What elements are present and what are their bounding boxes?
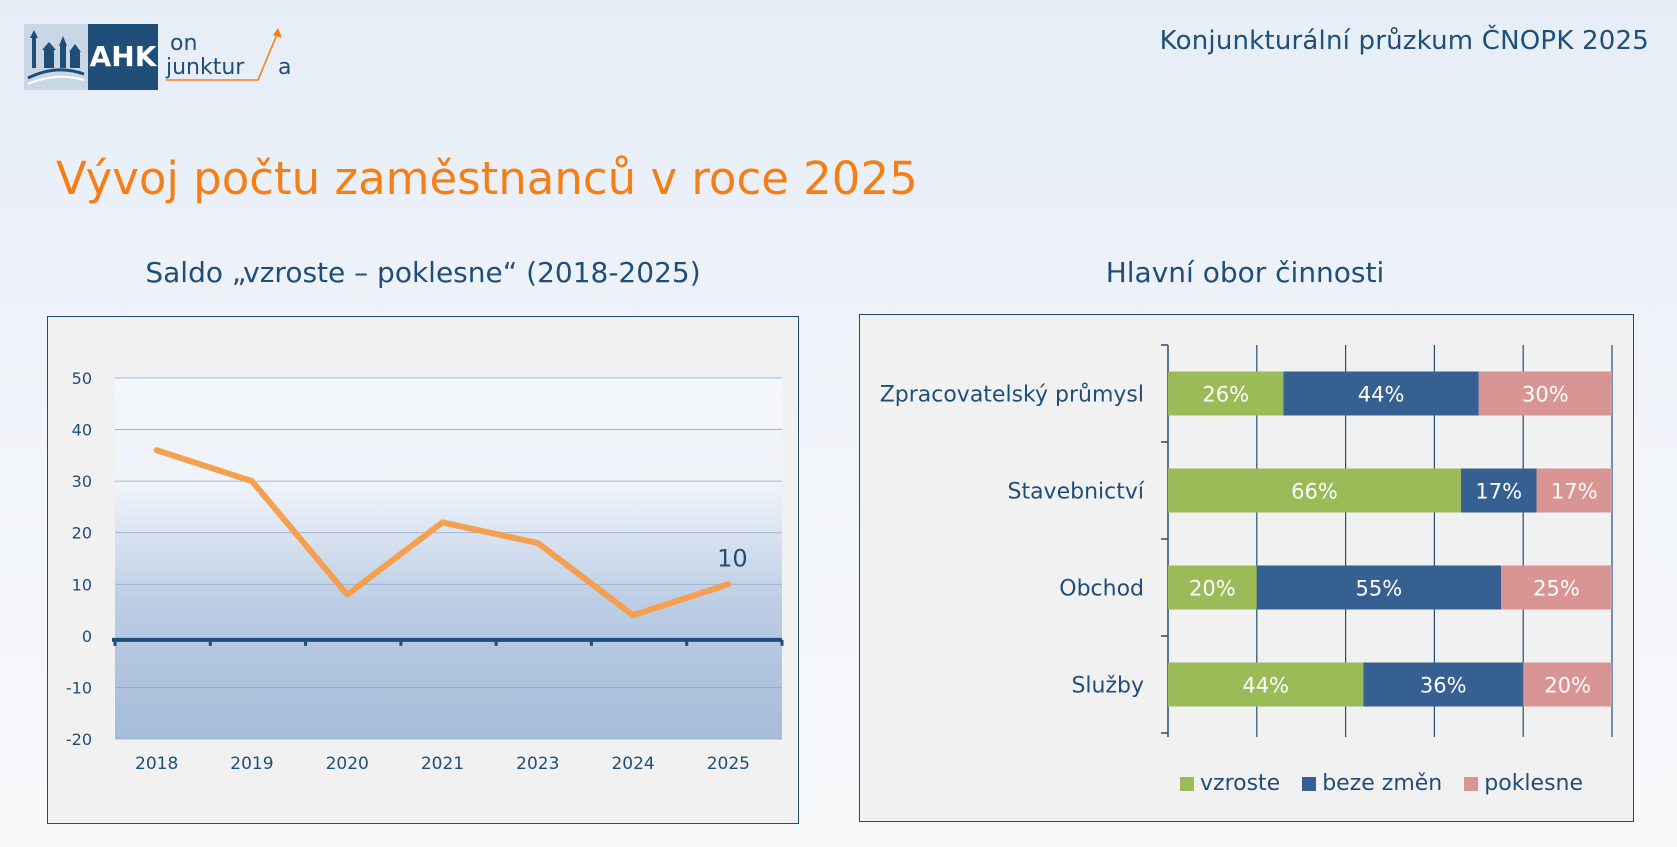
bar-segment <box>1501 565 1612 610</box>
y-tick-label: 50 <box>72 369 92 388</box>
bar-segment <box>1523 662 1612 707</box>
bar-segment-label: 20% <box>1544 674 1591 698</box>
y-tick-label: 30 <box>72 472 92 491</box>
x-tick-label: 2024 <box>611 754 654 774</box>
data-point <box>345 592 350 597</box>
data-point <box>249 479 254 484</box>
bar-chart-legend: vzroste beze změn poklesne <box>1180 771 1583 796</box>
logo-graphic: AHK on junktur a <box>24 24 291 90</box>
bar-chart-panel: Zpracovatelský průmysl Stavebnictví Obchod… <box>859 314 1634 822</box>
y-tick-label: -10 <box>66 678 92 697</box>
data-point <box>440 520 445 525</box>
legend-item-poklesne: poklesne <box>1464 771 1583 796</box>
bar-segment <box>1168 371 1284 416</box>
bar-segment-label: 44% <box>1358 383 1405 407</box>
y-tick-label: 40 <box>72 421 92 440</box>
bar-chart: Zpracovatelský průmysl Stavebnictví Obchod… <box>880 344 1613 737</box>
gridlines <box>115 377 782 740</box>
bar-segment-label: 26% <box>1202 383 1249 407</box>
bar-segment-label: 30% <box>1522 383 1569 407</box>
data-point <box>726 582 731 587</box>
bar-segment-label: 44% <box>1242 674 1289 698</box>
x-tick-label: 2019 <box>230 754 273 774</box>
zero-axis <box>112 637 784 646</box>
report-title: Konjunkturální průzkum ČNOPK 2025 <box>1159 26 1649 56</box>
category-label: Obchod <box>1059 577 1144 602</box>
y-tick-label: 20 <box>72 524 92 543</box>
data-point <box>154 448 159 453</box>
ahk-konjunktura-logo: AHK on junktur a <box>24 24 324 96</box>
y-tick-label: 10 <box>72 575 92 594</box>
logo-arrowhead-icon <box>273 28 282 38</box>
y-tick-label: -20 <box>66 730 92 749</box>
legend-item-beze-zmen: beze změn <box>1302 771 1442 796</box>
y-axis-tick-labels: 50 40 30 20 10 0 -10 -20 <box>66 369 92 749</box>
bar-chart-title: Hlavní obor činnosti <box>1105 256 1385 289</box>
legend-swatch-poklesne <box>1464 776 1479 791</box>
series-line <box>153 447 732 619</box>
data-point <box>631 613 636 618</box>
page-title: Vývoj počtu zaměstnanců v roce 2025 <box>56 152 918 205</box>
legend-swatch-vzroste <box>1180 776 1194 791</box>
bar-segment <box>1168 662 1364 707</box>
category-label: Služby <box>1071 674 1144 699</box>
y-tick-label: 0 <box>82 627 92 646</box>
logo-junktur-text: junktur <box>165 55 245 80</box>
bar-segment-label: 17% <box>1475 480 1522 504</box>
line-chart-title: Saldo „vzroste – poklesne“ (2018-2025) <box>145 256 701 289</box>
bar-segments <box>1168 371 1612 707</box>
legend-label-beze-zmen: beze změn <box>1322 771 1443 796</box>
bar-segment-label: 17% <box>1551 480 1598 504</box>
legend-item-vzroste: vzroste <box>1180 771 1280 796</box>
bar-segment <box>1478 371 1612 416</box>
bar-segment <box>1256 565 1501 610</box>
logo-arrow-icon <box>166 31 279 81</box>
bar-segment <box>1283 371 1479 416</box>
x-tick-label: 2018 <box>135 754 178 774</box>
bar-segment-label: 66% <box>1291 480 1338 504</box>
bar-segment-label: 36% <box>1420 674 1467 698</box>
logo-ahk-text: AHK <box>90 40 158 73</box>
legend-swatch-beze-zmen <box>1302 776 1317 791</box>
prague-skyline-icon <box>27 30 85 85</box>
bar-category-axis <box>1161 344 1169 737</box>
bar-segment <box>1363 662 1524 707</box>
logo-a-text: a <box>278 55 291 80</box>
data-labels: 10 <box>717 544 748 572</box>
x-tick-label: 2020 <box>326 754 369 774</box>
logo-ahk-box <box>88 24 158 90</box>
bar-category-labels: Zpracovatelský průmysl Stavebnictví Obchod… <box>880 383 1145 699</box>
bar-segment-label: 55% <box>1356 577 1403 601</box>
bar-segment <box>1168 468 1462 513</box>
bar-segment <box>1536 468 1612 513</box>
data-point <box>535 541 540 546</box>
x-axis-tick-labels: 2018 2019 2020 2021 2023 2024 2025 <box>135 754 750 774</box>
bar-segment <box>1461 468 1537 513</box>
plot-area <box>115 378 782 739</box>
x-tick-label: 2023 <box>516 754 559 774</box>
bar-segment-label: 20% <box>1189 577 1236 601</box>
category-label: Zpracovatelský průmysl <box>880 383 1144 408</box>
bar-segment-label: 25% <box>1533 577 1580 601</box>
bar-segment <box>1168 565 1257 610</box>
category-label: Stavebnictví <box>1007 480 1144 505</box>
x-tick-label: 2025 <box>707 754 750 774</box>
line-chart-panel: 50 40 30 20 10 0 -10 -20 2018 2019 2020 2021 2023 20… <box>47 316 799 824</box>
x-tick-label: 2021 <box>421 754 464 774</box>
data-label-2025: 10 <box>717 544 748 572</box>
legend-label-vzroste: vzroste <box>1200 771 1281 796</box>
logo-on-text: on <box>170 31 197 56</box>
legend-label-poklesne: poklesne <box>1484 771 1584 796</box>
bar-segment-labels: 26% 44% 30% 66% 17% 17% 20% 55% 25% 44% 36% 20% <box>1189 383 1598 698</box>
